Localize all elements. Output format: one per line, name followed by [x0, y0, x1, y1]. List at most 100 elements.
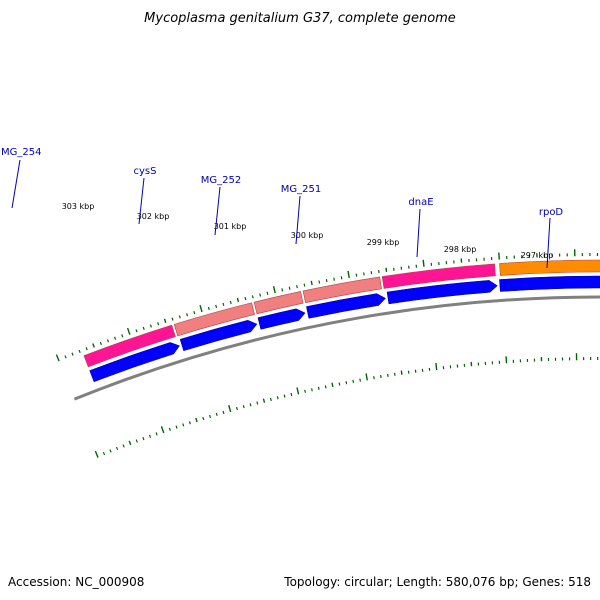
inner-tick: [122, 444, 125, 448]
outer-tick: [186, 313, 189, 317]
inner-tick: [283, 394, 286, 398]
inner-tick: [276, 396, 279, 400]
inner-tick: [236, 406, 238, 411]
feature-segment-pink-1: [173, 302, 255, 337]
inner-tick: [188, 421, 191, 425]
leader-mg-251: [295, 195, 301, 245]
gene-label-rpod: rpoD: [539, 207, 564, 218]
outer-tick: [126, 327, 131, 335]
inner-tick: [175, 425, 178, 429]
scale-label-302: 302 kbp: [137, 212, 170, 221]
leader-rpod: [546, 217, 551, 269]
feature-segment-magenta-2: [381, 263, 496, 289]
outer-tick: [163, 318, 167, 324]
outer-tick: [99, 341, 102, 346]
outer-tick: [121, 334, 124, 338]
inner-tick: [400, 370, 403, 375]
gene-label-mg-252: MG_252: [201, 175, 241, 186]
outer-tick: [347, 270, 350, 279]
cds-arrow-2: [179, 319, 258, 352]
outer-tick: [281, 288, 284, 292]
inner-tick: [311, 388, 313, 392]
outer-tick: [229, 300, 232, 305]
outer-tick: [422, 259, 425, 267]
inner-tick: [338, 382, 341, 386]
outer-tick: [92, 343, 95, 348]
outer-tick: [135, 329, 138, 333]
inner-tick: [365, 373, 368, 381]
gene-label-mg-251: MG_251: [281, 184, 321, 195]
outer-tick: [142, 326, 145, 331]
inner-tick: [262, 398, 266, 403]
outer-tick: [385, 267, 388, 272]
inner-tick-ring: [94, 353, 599, 458]
outer-tick: [251, 295, 254, 299]
outer-tick: [272, 286, 276, 294]
outer-tick: [355, 273, 358, 277]
outer-tick: [207, 306, 210, 311]
inner-tick: [359, 378, 362, 382]
inner-tick: [102, 451, 106, 456]
inner-tick: [228, 404, 232, 413]
outer-tick: [193, 310, 196, 315]
scale-label-301: 301 kbp: [214, 222, 247, 231]
leader-mg-252: [214, 186, 221, 236]
inner-tick: [324, 385, 327, 389]
cds-arrow-4: [306, 293, 386, 319]
gene-label-mg-254: MG_254: [1, 147, 41, 158]
inner-tick: [296, 387, 300, 395]
outer-tick: [288, 286, 291, 290]
inner-tick: [135, 439, 138, 443]
outer-tick: [310, 280, 313, 286]
outer-tick: [215, 304, 218, 309]
outer-tick: [78, 349, 81, 354]
feature-segment-pink-2: [253, 291, 304, 315]
genome-summary-text: Topology: circular; Length: 580,076 bp; …: [283, 575, 591, 589]
inner-tick: [249, 403, 252, 407]
inner-tick: [269, 397, 272, 402]
leader-dnae: [416, 208, 421, 258]
scale-label-299: 299 kbp: [367, 238, 400, 247]
outer-tick: [114, 336, 117, 340]
map-title: Mycoplasma genitalium G37, complete geno…: [144, 11, 456, 26]
inner-tick: [304, 389, 306, 393]
outer-tick: [222, 302, 225, 307]
leader-cyss: [138, 177, 145, 225]
feature-segment-pink-3: [302, 276, 382, 304]
feature-track: [83, 259, 600, 368]
outer-tick: [178, 315, 181, 319]
genome-backbone: [73, 295, 600, 401]
inner-tick: [352, 379, 355, 383]
outer-tick: [259, 293, 262, 297]
inner-tick: [182, 423, 185, 427]
inner-tick: [109, 449, 112, 453]
outer-tick: [244, 297, 247, 301]
outer-tick: [85, 347, 88, 351]
outer-tick: [333, 277, 335, 281]
outer-tick: [303, 283, 306, 287]
gene-label-leaders: [11, 159, 551, 269]
inner-tick: [290, 392, 293, 397]
outer-tick: [325, 278, 328, 283]
inner-tick: [331, 382, 334, 388]
outer-tick: [157, 322, 160, 326]
outer-tick: [236, 297, 240, 303]
inner-tick: [209, 414, 212, 419]
outer-tick: [318, 280, 321, 284]
feature-segment-orange: [499, 259, 600, 276]
scale-label-297: 297 kbp: [521, 251, 554, 260]
cds-arrow-1: [89, 342, 180, 383]
accession-text: Accession: NC_000908: [8, 575, 144, 589]
cds-track: [89, 275, 600, 383]
leader-mg-254: [11, 159, 21, 209]
outer-tick: [171, 317, 174, 321]
inner-tick: [142, 436, 145, 441]
inner-tick: [222, 410, 225, 415]
inner-tick: [202, 416, 205, 421]
inner-tick: [345, 381, 348, 385]
inner-tick: [115, 446, 119, 451]
scale-label-303: 303 kbp: [62, 202, 95, 211]
inner-tick: [256, 401, 259, 405]
outer-tick: [64, 355, 67, 359]
